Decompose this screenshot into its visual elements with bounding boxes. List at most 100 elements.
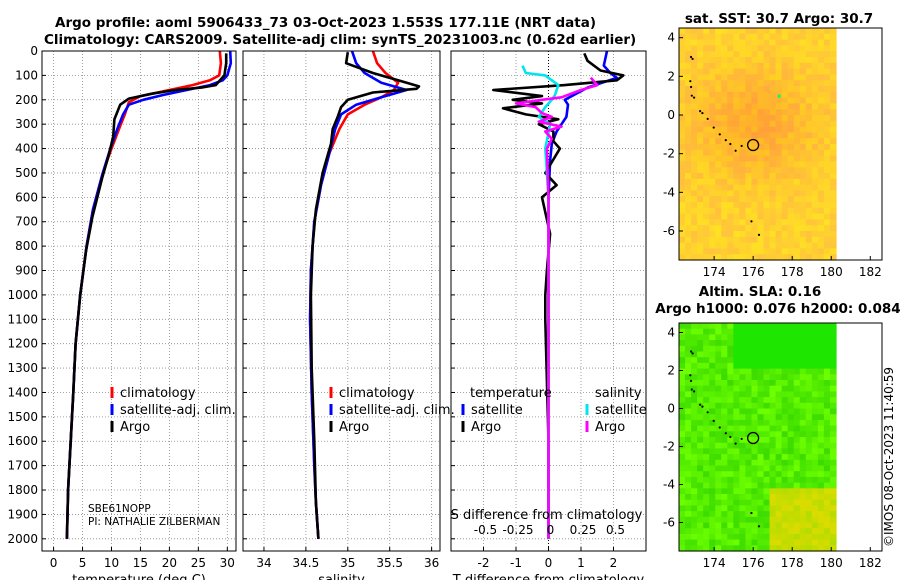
map-cell — [805, 178, 813, 186]
map-cell — [733, 254, 740, 261]
map-cell — [829, 499, 837, 506]
map-cell — [757, 248, 765, 255]
map-cell — [727, 431, 734, 438]
map-cell — [679, 39, 686, 46]
map-cell — [721, 391, 728, 398]
map-cell — [799, 132, 807, 139]
map-cell — [745, 454, 753, 461]
map-cell — [823, 219, 831, 226]
map-cell — [823, 109, 831, 116]
map-cell — [775, 499, 783, 506]
map-cell — [775, 431, 783, 438]
y-tick-label: 1400 — [7, 385, 38, 399]
map-cell — [739, 408, 747, 415]
map-cell — [769, 178, 777, 186]
map-cell — [679, 57, 686, 64]
map-cell — [769, 328, 777, 335]
map-cell — [793, 368, 801, 375]
map-cell — [793, 494, 801, 501]
legend-temp-satellite: satellite — [471, 403, 523, 418]
map-cell — [781, 202, 789, 209]
map-cell — [727, 126, 734, 133]
map-cell — [679, 442, 686, 449]
map-cell — [757, 202, 765, 209]
map-cell — [811, 408, 819, 415]
map-cell — [769, 448, 777, 455]
map-cell — [829, 138, 837, 145]
map-cell — [709, 533, 716, 541]
map-cell — [727, 345, 734, 353]
map-cell — [679, 437, 686, 444]
map-cell — [745, 465, 753, 472]
map-cell — [715, 459, 722, 467]
map-cell — [757, 231, 765, 238]
map-cell — [733, 431, 740, 438]
map-cell — [811, 91, 819, 99]
map-cell — [697, 459, 704, 467]
map-cell — [733, 499, 740, 506]
map-cell — [715, 74, 722, 81]
map-subtitle-sla: Argo h1000: 0.076 h2000: 0.084 — [655, 301, 900, 317]
island-dot — [699, 110, 702, 113]
map-cell — [697, 68, 704, 75]
map-cell — [811, 115, 819, 122]
map-cell — [691, 442, 698, 449]
map-cell — [775, 213, 783, 220]
map-cell — [787, 505, 795, 512]
map-cell — [817, 103, 825, 110]
map-cell — [775, 459, 783, 467]
map-cell — [823, 126, 831, 133]
map-cell — [709, 202, 716, 209]
map-cell — [709, 196, 716, 203]
map-cell — [787, 196, 795, 203]
map-cell — [763, 357, 771, 364]
map-cell — [763, 202, 771, 209]
map-cell — [715, 120, 722, 128]
map-cell — [757, 368, 765, 375]
map-cell — [709, 138, 716, 145]
map-cell — [775, 539, 783, 546]
map-cell — [721, 184, 728, 191]
map-cell — [799, 184, 807, 191]
map-cell — [679, 231, 686, 238]
map-cell — [715, 202, 722, 209]
map-cell — [733, 109, 740, 116]
map-cell — [811, 80, 819, 87]
map-cell — [793, 397, 801, 404]
map-cell — [751, 397, 759, 404]
map-cell — [739, 97, 747, 104]
map-cell — [715, 522, 722, 529]
map-cell — [787, 351, 795, 358]
map-cell — [703, 39, 710, 46]
map-cell — [691, 51, 698, 58]
map-cell — [799, 328, 807, 335]
map-cell — [805, 362, 813, 370]
map-cell — [787, 437, 795, 444]
map-cell — [679, 545, 686, 552]
map-cell — [691, 334, 698, 341]
map-cell — [691, 419, 698, 427]
map-cell — [769, 51, 777, 58]
map-cell — [757, 109, 765, 116]
map-cell — [751, 33, 759, 41]
map-cell — [721, 328, 728, 335]
island-dot — [757, 525, 761, 528]
map-cell — [823, 482, 831, 489]
map-cell — [781, 80, 789, 87]
map-cell — [829, 522, 837, 529]
map-cell — [703, 167, 710, 174]
map-x-tick-label: 174 — [703, 556, 726, 570]
map-cell — [757, 120, 765, 128]
map-cell — [787, 459, 795, 467]
map-cell — [727, 190, 734, 197]
map-cell — [751, 196, 759, 203]
map-cell — [739, 494, 747, 501]
map-cell — [787, 80, 795, 87]
map-cell — [781, 149, 789, 157]
map-cell — [817, 184, 825, 191]
map-cell — [751, 236, 759, 244]
map-cell — [679, 97, 686, 104]
map-cell — [781, 522, 789, 529]
map-cell — [721, 528, 728, 535]
island-dot — [699, 403, 702, 406]
